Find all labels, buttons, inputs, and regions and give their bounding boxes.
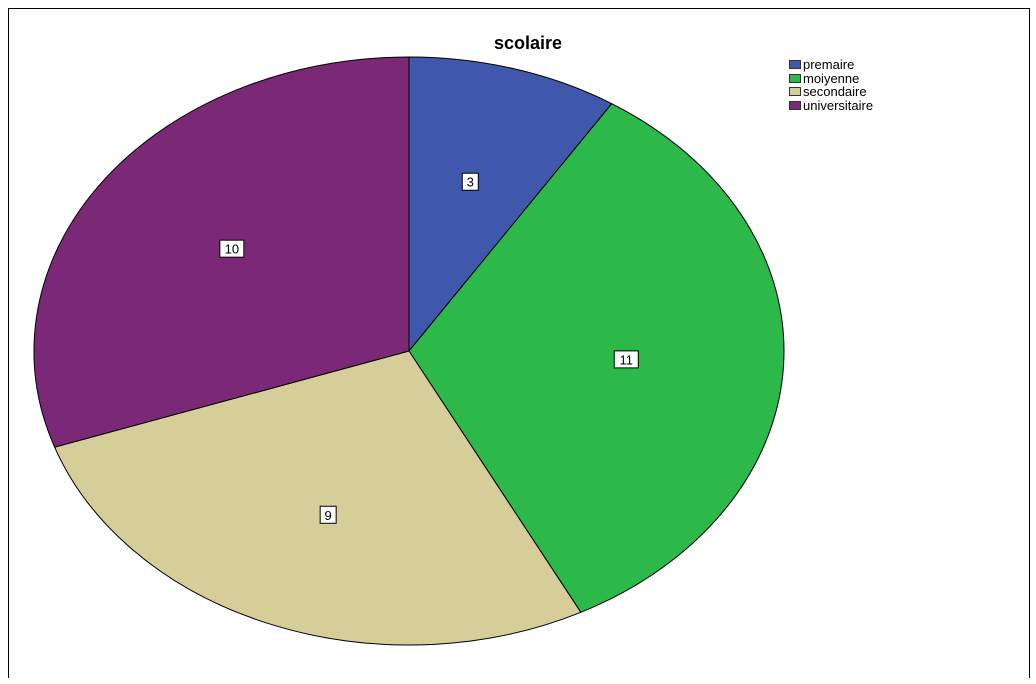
pie-slice-moiyenne xyxy=(408,103,785,613)
pie-slice-secondaire xyxy=(53,350,582,646)
pie-slices xyxy=(33,56,785,646)
legend-label: universitaire xyxy=(803,97,874,113)
data-label-secondaire: 9 xyxy=(319,505,337,524)
legend-label: secondaire xyxy=(803,84,867,99)
chart-title: scolaire xyxy=(494,33,562,53)
data-label-text: 11 xyxy=(620,352,634,367)
legend-item-premaire: premaire xyxy=(789,58,873,72)
pie-slice-premaire xyxy=(408,56,613,353)
legend-swatch xyxy=(789,60,801,70)
legend-swatch xyxy=(789,87,801,97)
data-label-moiyenne: 11 xyxy=(613,350,639,369)
legend-item-universitaire: universitaire xyxy=(789,97,874,113)
pie-data-labels: 3 11 9 10 xyxy=(219,172,639,524)
legend-label: moiyenne xyxy=(803,70,860,86)
legend-swatch xyxy=(789,73,801,83)
legend-item-secondaire: secondaire xyxy=(789,85,873,99)
legend-label: premaire xyxy=(803,57,855,72)
legend: premaire moiyenne secondaire universitaire xyxy=(789,58,873,112)
chart-frame xyxy=(8,8,1030,678)
legend-item-moiyenne: moiyenne xyxy=(789,70,873,86)
data-label-text: 9 xyxy=(325,508,332,523)
legend-swatch xyxy=(789,100,801,110)
data-label-text: 3 xyxy=(467,175,474,190)
data-label-text: 10 xyxy=(225,242,239,257)
data-label-premaire: 3 xyxy=(461,172,479,191)
data-label-universitaire: 10 xyxy=(219,239,245,258)
